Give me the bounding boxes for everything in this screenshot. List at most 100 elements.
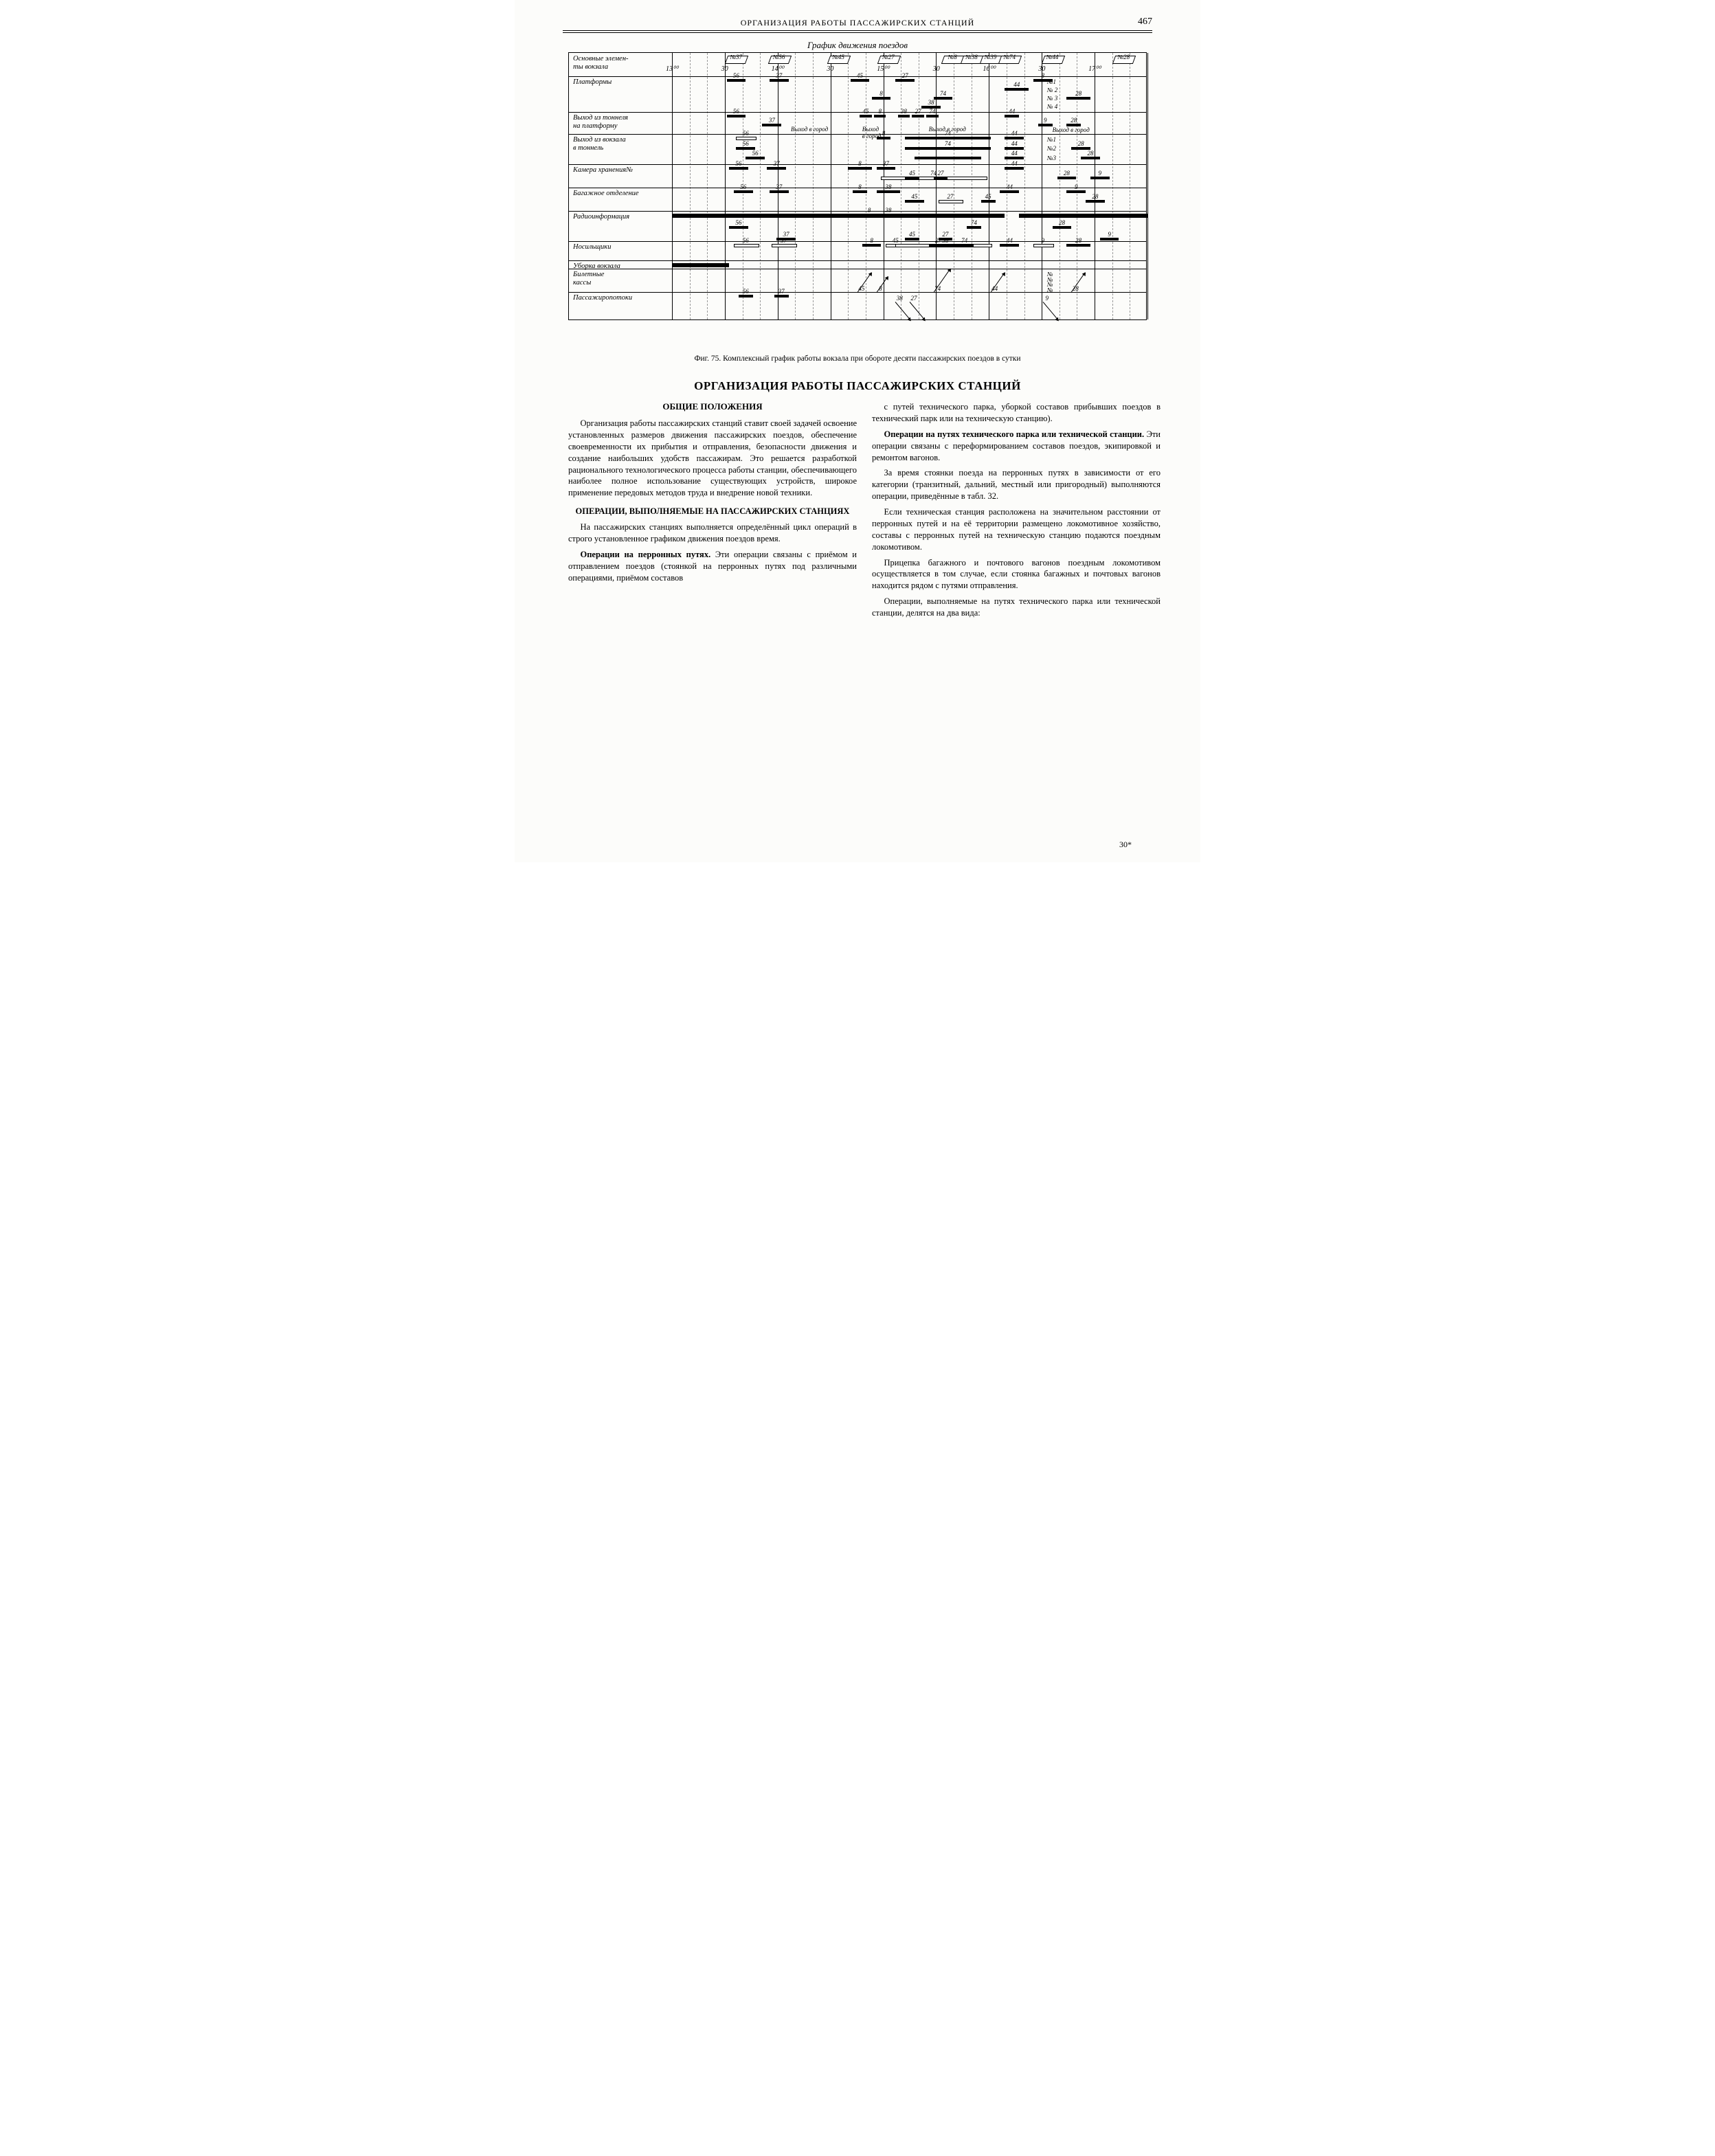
gantt-bar: [1000, 244, 1019, 247]
run-in-head: Операции на перронных путях.: [581, 550, 711, 559]
row-label: Носильщики: [573, 243, 669, 251]
gantt-bar: [729, 226, 748, 229]
bar-number: 37: [778, 288, 785, 295]
flow-number: 38: [897, 295, 903, 302]
time-label: 30: [721, 65, 728, 73]
flow-number: 45: [858, 285, 864, 292]
gantt-bar: [934, 97, 953, 100]
gantt-bar: [934, 177, 948, 179]
bar-number: 44: [1007, 183, 1013, 190]
row-label: Выход из тоннеляна платформу: [573, 114, 669, 131]
gantt-bar: [1019, 214, 1147, 218]
chart-row: Пассажиропотоки: [569, 292, 1146, 320]
bar-number: 44: [1007, 237, 1013, 244]
bar-number: 45: [909, 170, 915, 177]
bar-number: 8: [879, 90, 883, 97]
bar-number: 8: [868, 207, 871, 214]
bar-number: 28: [1075, 90, 1081, 97]
flow-number: 28: [1073, 285, 1079, 292]
gantt-bar: [853, 190, 867, 193]
bar-number: 45: [911, 193, 917, 200]
gantt-bar: [1081, 157, 1100, 159]
bar-number: 9: [1042, 237, 1045, 244]
bar-number: 8: [858, 160, 862, 167]
time-label: 13⁰⁰: [666, 65, 678, 73]
gantt-bar: [939, 200, 964, 203]
bar-number: 45: [985, 193, 991, 200]
running-head: ОРГАНИЗАЦИЯ РАБОТЫ ПАССАЖИРСКИХ СТАНЦИЙ: [515, 18, 1200, 28]
bar-number: 27: [935, 237, 941, 244]
chart-row: Выход из вокзалав тоннель№1№2№3: [569, 134, 1146, 165]
time-label: 17⁰⁰: [1088, 65, 1101, 73]
train-number: №74: [1004, 54, 1016, 60]
gantt-bar: [905, 200, 924, 203]
bar-number: 45: [862, 108, 868, 115]
gantt-bar: [770, 79, 789, 82]
gantt-bar: [770, 190, 789, 193]
train-lane: №28: [1114, 54, 1134, 64]
row-label: Платформы: [573, 78, 669, 87]
bar-number: 9: [1108, 231, 1111, 238]
bar-number: 27: [947, 193, 953, 200]
train-number: №56: [773, 54, 785, 60]
gantt-bar: [772, 244, 797, 247]
bar-number: 8: [879, 108, 882, 115]
bar-number: 56: [733, 72, 739, 79]
gantt-bar: [672, 263, 729, 267]
bar-number: 28: [1087, 150, 1093, 157]
bar-number: 44: [1011, 160, 1018, 167]
bar-number: 74: [929, 108, 935, 115]
row-sublabel: №2: [1047, 145, 1143, 152]
gantt-bar: [877, 190, 901, 193]
right-column: с путей технического парка, уборкой сост…: [872, 401, 1161, 623]
bar-number: 44: [1009, 108, 1015, 115]
bar-number: 56: [735, 219, 741, 226]
gantt-bar: [1066, 97, 1090, 100]
gantt-bar: [1033, 79, 1053, 82]
flow-number: 44: [991, 285, 998, 292]
row-note: Выход в город: [791, 126, 828, 133]
row-label: Багажное отделение: [573, 190, 669, 198]
train-lane: №56: [770, 54, 790, 64]
bar-number: 74: [971, 219, 977, 226]
bar-number: 37: [776, 183, 782, 190]
row-label: Камера хранения№: [573, 166, 669, 175]
time-label: 30: [933, 65, 940, 73]
bar-number: 8: [1042, 72, 1045, 79]
gantt-bar: [1005, 88, 1029, 91]
chart-area: Основные элемен-ты вокзала 13⁰⁰3014⁰⁰301…: [568, 52, 1147, 320]
bar-number: 45: [893, 237, 899, 244]
schedule-chart: График движения поездов Основные элемен-…: [568, 40, 1147, 320]
gantt-bar: [898, 115, 910, 117]
header-rule-thin: [563, 32, 1152, 33]
bar-number: 74: [940, 90, 946, 97]
gantt-bar: [862, 214, 877, 216]
gantt-bar: [1005, 157, 1024, 159]
row-label: Билетныекассы: [573, 271, 669, 287]
train-number: №44: [1046, 54, 1059, 60]
gantt-bar: [1005, 137, 1024, 139]
bar-number: 27: [915, 108, 921, 115]
bar-number: 28: [1059, 219, 1065, 226]
gantt-bar: [955, 244, 974, 247]
bar-number: 45: [857, 72, 863, 79]
para: На пассажирских станциях выполняется опр…: [568, 521, 857, 545]
gantt-bar: [860, 115, 871, 117]
gantt-bar: [672, 214, 862, 218]
row-label: Радиоинформация: [573, 213, 669, 221]
para: Операции, выполняемые на путях техническ…: [872, 596, 1161, 619]
para: с путей технического парка, уборкой сост…: [872, 401, 1161, 425]
row-label: Выход из вокзалав тоннель: [573, 136, 669, 153]
gantt-bar: [1000, 190, 1019, 193]
gantt-bar: [1090, 177, 1110, 179]
train-number: №37: [730, 54, 743, 60]
gantt-bar: [734, 244, 759, 247]
row-sublabel: № 2: [1047, 87, 1143, 93]
gantt-bar: [1033, 244, 1054, 247]
row-sublabel: № 4: [1047, 103, 1143, 110]
train-number: №45: [832, 54, 844, 60]
bar-number: 44: [1013, 81, 1020, 88]
train-number: №27: [882, 54, 895, 60]
bar-number: 74: [945, 130, 951, 137]
bar-number: 8: [882, 130, 886, 137]
